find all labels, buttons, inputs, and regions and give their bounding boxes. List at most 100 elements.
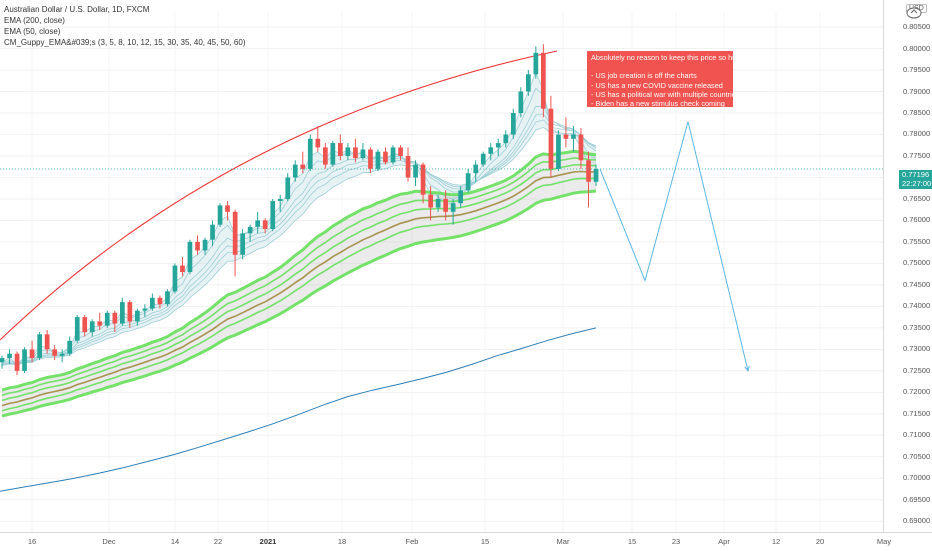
indicator-ema50[interactable]: EMA (50, close): [4, 27, 61, 36]
candle-body: [435, 198, 441, 208]
settings-icon[interactable]: [905, 6, 923, 20]
candle-body: [398, 147, 403, 156]
time-tick-label: 20: [815, 537, 825, 546]
symbol-title[interactable]: Australian Dollar / U.S. Dollar, 1D, FXC…: [4, 5, 150, 14]
candle-body: [338, 143, 343, 156]
candle-body: [7, 353, 12, 358]
projection-line: [599, 121, 749, 371]
time-tick-label: May: [876, 537, 892, 546]
candle-body: [473, 164, 479, 174]
candle-body: [465, 173, 471, 191]
last-price-value: 0.77196: [902, 170, 930, 179]
time-tick-label: 14: [170, 537, 180, 546]
candle-body: [165, 291, 170, 305]
guppy-slow-line: [1, 149, 597, 392]
candle-body: [127, 302, 133, 322]
candle-body: [345, 147, 351, 156]
price-tick-label: 0.79500: [903, 65, 931, 75]
price-tick-label: 0.80000: [903, 43, 931, 53]
price-tick-label: 0.80500: [903, 22, 931, 32]
chart-legend: Australian Dollar / U.S. Dollar, 1D, FXC…: [4, 4, 245, 48]
price-tick-label: 0.71500: [903, 408, 931, 418]
price-tick-label: 0.78000: [903, 129, 931, 139]
bar-countdown: 22:27:00: [902, 179, 932, 188]
candle-body: [330, 143, 336, 165]
candle-body: [172, 265, 178, 292]
candle-body: [450, 203, 456, 212]
ema-200-path: [0, 327, 597, 492]
time-tick-label: Mar: [556, 537, 570, 546]
guppy-ema-lines: [1, 71, 597, 418]
price-tick-label: 0.74500: [903, 279, 931, 289]
candle-body: [556, 134, 561, 169]
candle-body: [14, 353, 20, 371]
time-tick-label: Dec: [102, 537, 116, 546]
guppy-fast-line: [1, 113, 597, 366]
chart-grid: [0, 12, 885, 532]
candle-body: [157, 297, 163, 305]
time-tick-label: Feb: [405, 537, 419, 546]
candle-body: [210, 224, 215, 240]
candle-body: [511, 113, 516, 135]
guppy-slow-line: [1, 163, 597, 402]
candle-body: [232, 211, 238, 255]
candle-body: [112, 312, 118, 324]
price-tick-label: 0.71000: [903, 430, 931, 440]
indicator-guppy[interactable]: CM_Guppy_EMA&#039;s (3, 5, 8, 10, 12, 15…: [4, 38, 246, 47]
candle-body: [59, 353, 65, 356]
candle-body: [270, 201, 276, 229]
guppy-slow-ribbon: [2, 151, 596, 417]
candle-body: [292, 164, 298, 178]
guppy-slow-line: [1, 157, 597, 397]
candle-body: [586, 160, 591, 182]
time-tick-label: 18: [337, 537, 347, 546]
last-price-tag: 0.77196 22:27:00: [899, 170, 932, 189]
price-tick-label: 0.79000: [903, 86, 931, 96]
candle-body: [240, 233, 245, 255]
candle-body: [255, 220, 260, 227]
candle-body: [375, 151, 381, 169]
indicator-ema200[interactable]: EMA (200, close): [4, 16, 65, 25]
guppy-fast-line: [1, 105, 597, 365]
price-axis[interactable]: [883, 0, 932, 532]
candle-body: [503, 134, 509, 144]
price-tick-label: 0.70500: [903, 451, 931, 461]
candle-body: [420, 164, 426, 195]
price-tick-label: 0.70000: [903, 473, 931, 483]
candle-body: [0, 358, 5, 363]
guppy-slow-line: [1, 177, 597, 412]
candle-body: [413, 164, 418, 178]
guppy-fast-ribbon: [2, 72, 596, 366]
guppy-fast-line: [1, 126, 597, 366]
candle-body: [383, 151, 388, 163]
candle-body: [300, 164, 306, 169]
candle-body: [142, 308, 148, 311]
price-tick-label: 0.75000: [903, 258, 931, 268]
candles[interactable]: [0, 44, 599, 376]
candle-body: [202, 239, 208, 251]
candle-body: [368, 149, 373, 169]
candle-body: [353, 147, 358, 159]
price-tick-label: 0.74000: [903, 301, 931, 311]
candle-body: [480, 153, 486, 165]
candle-body: [225, 205, 230, 212]
resistance-arc-path: [0, 50, 558, 341]
candle-body: [390, 147, 396, 163]
annotation-note[interactable]: Absolutely no reason to keep this price …: [587, 51, 744, 108]
candle-body: [150, 297, 155, 309]
candle-body: [307, 138, 313, 169]
price-tick-label: 0.69000: [903, 516, 931, 526]
projection-arrowhead: [744, 365, 750, 372]
candle-body: [285, 177, 291, 199]
time-axis[interactable]: [0, 532, 932, 551]
candle-body: [22, 349, 27, 371]
candle-body: [89, 321, 95, 333]
candle-body: [74, 317, 80, 341]
resistance-arc: [0, 50, 558, 341]
guppy-slow-line: [1, 170, 597, 407]
price-tick-label: 0.69500: [903, 494, 931, 504]
candle-body: [593, 168, 599, 182]
candle-body: [104, 312, 110, 326]
candle-body: [495, 143, 501, 148]
